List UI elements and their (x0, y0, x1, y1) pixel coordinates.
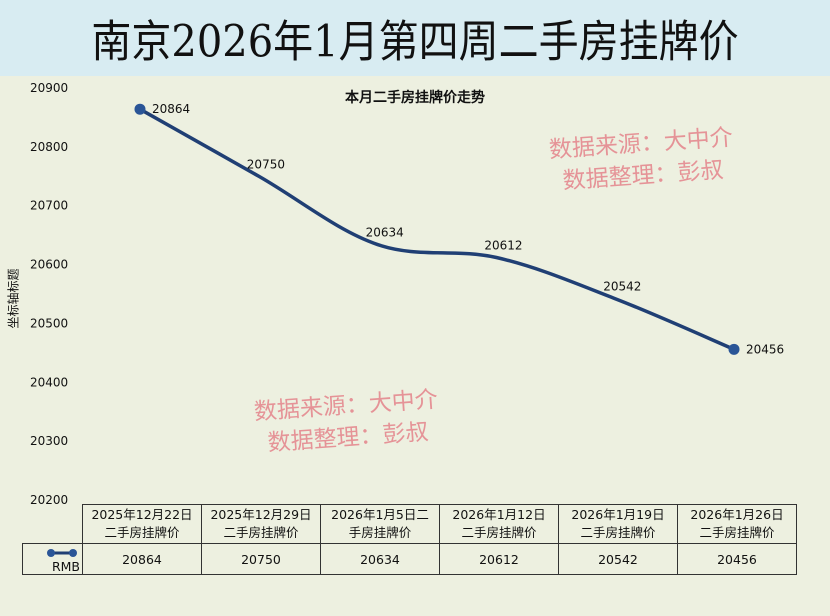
watermark: 数据来源：大中介 数据整理：彭叔 (548, 122, 736, 199)
y-tick-label: 20400 (30, 375, 68, 389)
category-label-line: 2026年1月19日 (571, 507, 665, 522)
y-tick-label: 20900 (30, 81, 68, 95)
table-value: 20864 (82, 543, 202, 575)
data-label: 20456 (746, 342, 784, 356)
y-tick-label: 20300 (30, 434, 68, 448)
category-label-line: 二手房挂牌价 (699, 525, 775, 540)
data-label: 20864 (152, 102, 190, 116)
legend-rmb: RMB (22, 543, 83, 575)
watermark: 数据来源：大中介 数据整理：彭叔 (253, 384, 441, 461)
legend-label: RMB (51, 559, 80, 574)
category-label-line: 2026年1月12日 (452, 507, 546, 522)
category-header: 2026年1月19日 二手房挂牌价 (558, 504, 678, 544)
y-tick-label: 20600 (30, 258, 68, 272)
category-label-line: 手房挂牌价 (348, 525, 412, 540)
category-label-line: 二手房挂牌价 (580, 525, 656, 540)
legend-line-marker-icon (47, 548, 77, 557)
page-title: 南京2026年1月第四周二手房挂牌价 (91, 17, 739, 68)
category-header: 2025年12月29日 二手房挂牌价 (201, 504, 321, 544)
y-tick-label: 20800 (30, 140, 68, 154)
y-tick-label: 20500 (30, 316, 68, 330)
table-corner (22, 504, 83, 544)
category-label-line: 二手房挂牌价 (461, 525, 537, 540)
table-value: 20612 (439, 543, 559, 575)
data-table: 2025年12月22日 二手房挂牌价 2025年12月29日 二手房挂牌价 2026年1… (22, 504, 797, 575)
table-value: 20750 (201, 543, 321, 575)
data-label: 20612 (484, 239, 522, 253)
data-point (728, 343, 740, 355)
y-tick-label: 20200 (30, 493, 68, 507)
category-header: 2026年1月26日 二手房挂牌价 (677, 504, 797, 544)
header: 南京2026年1月第四周二手房挂牌价 (0, 0, 830, 76)
category-label-line: 二手房挂牌价 (223, 525, 299, 540)
table-value: 20634 (320, 543, 440, 575)
table-value: 20456 (677, 543, 797, 575)
category-header: 2025年12月22日 二手房挂牌价 (82, 504, 202, 544)
category-label-line: 2026年1月26日 (690, 507, 784, 522)
category-label-line: 2026年1月5日二 (331, 507, 429, 522)
category-label-line: 2025年12月29日 (210, 507, 312, 522)
data-label: 20634 (366, 226, 404, 240)
category-label-line: 二手房挂牌价 (104, 525, 180, 540)
category-label-line: 2025年12月22日 (91, 507, 193, 522)
category-header: 2026年1月12日 二手房挂牌价 (439, 504, 559, 544)
data-label: 20542 (603, 280, 641, 294)
data-point (134, 103, 146, 115)
y-tick-label: 20700 (30, 199, 68, 213)
data-label: 20750 (247, 157, 285, 171)
table-value: 20542 (558, 543, 678, 575)
chart-title: 本月二手房挂牌价走势 (345, 90, 485, 106)
category-header: 2026年1月5日二 手房挂牌价 (320, 504, 440, 544)
series-line-rmb (139, 107, 735, 351)
